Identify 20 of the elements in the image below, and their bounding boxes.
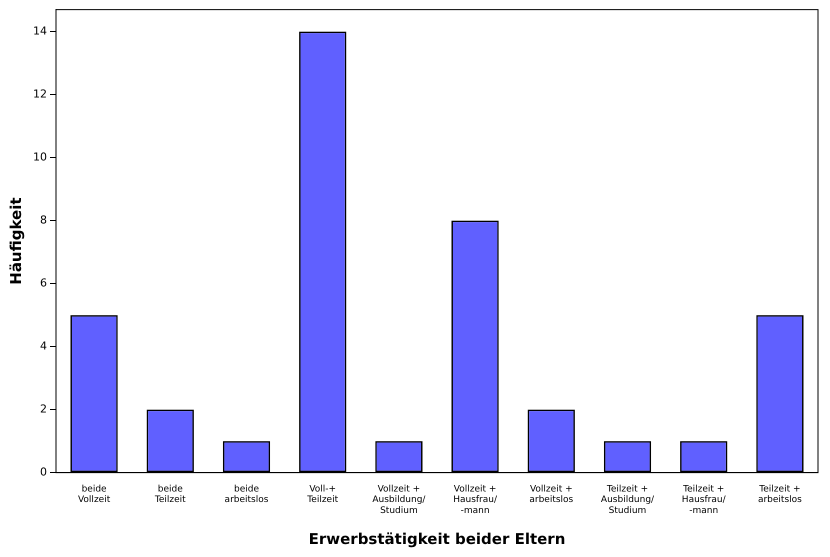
x-tick-label: beide arbeitslos (224, 484, 269, 506)
x-tick-label: Voll-+ Teilzeit (306, 484, 339, 506)
x-axis-title: Erwerbstätigkeit beider Eltern (308, 530, 566, 548)
x-tick-label: beide Vollzeit (78, 484, 111, 506)
y-tick-label: 0 (40, 465, 47, 478)
x-tick-label: Teilzeit + arbeitslos (758, 484, 802, 506)
y-tick-label: 2 (40, 402, 47, 416)
y-tick-label: 12 (32, 88, 47, 100)
x-tick-label: Teilzeit + Hausfrau/ -mann (682, 484, 727, 516)
y-tick-label: 4 (40, 339, 47, 352)
x-tick-label: Vollzeit + arbeitslos (529, 484, 574, 506)
x-tick-label: beide Teilzeit (154, 484, 186, 506)
x-tick-label: Vollzeit + Ausbildung/ Studium (372, 484, 426, 516)
x-tick-label: Teilzeit + Ausbildung/ Studium (600, 484, 656, 516)
y-tick-label: 8 (40, 213, 47, 226)
x-tick-label: Vollzeit + Hausfrau/ -mann (453, 484, 498, 516)
y-tick-label: 14 (32, 24, 47, 38)
y-axis-title: Häufigkeit (6, 197, 25, 285)
y-tick-label: 10 (32, 150, 47, 164)
y-tick-label: 6 (40, 276, 47, 290)
